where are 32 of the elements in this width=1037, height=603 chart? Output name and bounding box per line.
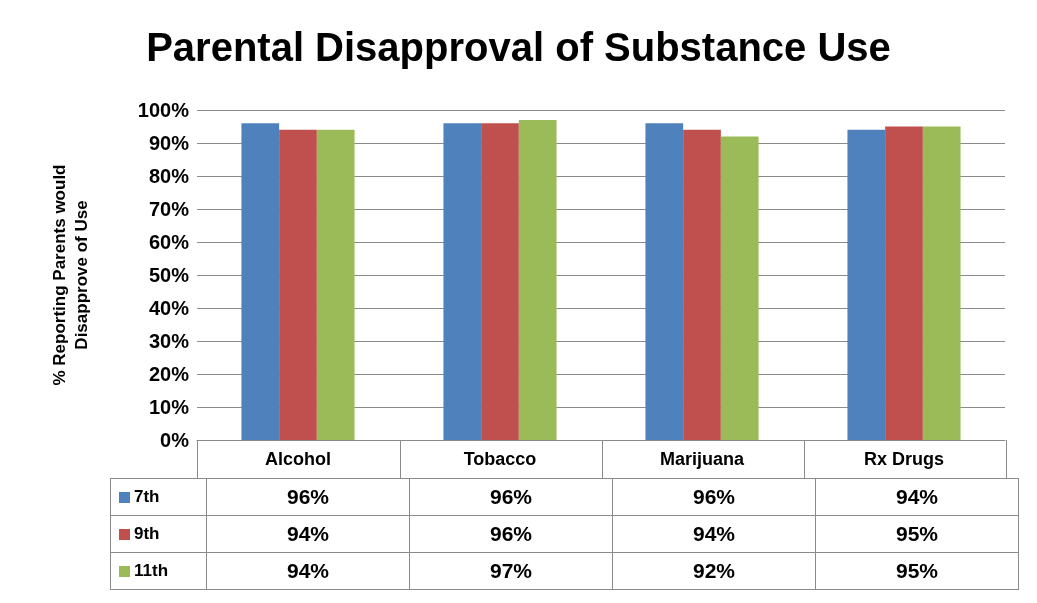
chart-title: Parental Disapproval of Substance Use xyxy=(146,25,891,69)
y-tick-label: 10% xyxy=(148,396,190,418)
text: 96% xyxy=(489,522,533,545)
y-tick-label: 40% xyxy=(148,297,190,319)
legend-label: 11th xyxy=(110,552,207,590)
x-tick-label: Marijuana xyxy=(659,449,745,469)
y-tick-label: 80% xyxy=(148,165,190,187)
text: 94% xyxy=(286,522,330,545)
y-tick-label: 50% xyxy=(148,264,190,286)
text: 95% xyxy=(895,522,939,545)
text: 97% xyxy=(489,559,533,582)
x-tick-label: Rx Drugs xyxy=(863,449,945,469)
x-tick-label: Tobacco xyxy=(463,449,537,469)
x-tick-label: Alcohol xyxy=(265,449,331,469)
text: 96% xyxy=(489,485,533,508)
text: 96% xyxy=(286,485,330,508)
text: 94% xyxy=(692,522,736,545)
y-tick-label: 0% xyxy=(160,429,190,451)
text: 94% xyxy=(286,559,330,582)
legend-label: 7th xyxy=(110,478,207,516)
text: 92% xyxy=(692,559,736,582)
y-tick-label: 60% xyxy=(148,231,190,253)
legend-label: 9th xyxy=(110,515,207,553)
text: 96% xyxy=(692,485,736,508)
y-tick-label: 90% xyxy=(148,132,190,154)
y-tick-label: 20% xyxy=(148,363,190,385)
y-axis-title: % Reporting Parents would Disapprove of Use xyxy=(49,164,91,386)
text: 95% xyxy=(895,559,939,582)
y-tick-label: 100% xyxy=(137,99,190,121)
y-tick-label: 70% xyxy=(148,198,190,220)
text: 94% xyxy=(895,485,939,508)
y-tick-label: 30% xyxy=(148,330,190,352)
